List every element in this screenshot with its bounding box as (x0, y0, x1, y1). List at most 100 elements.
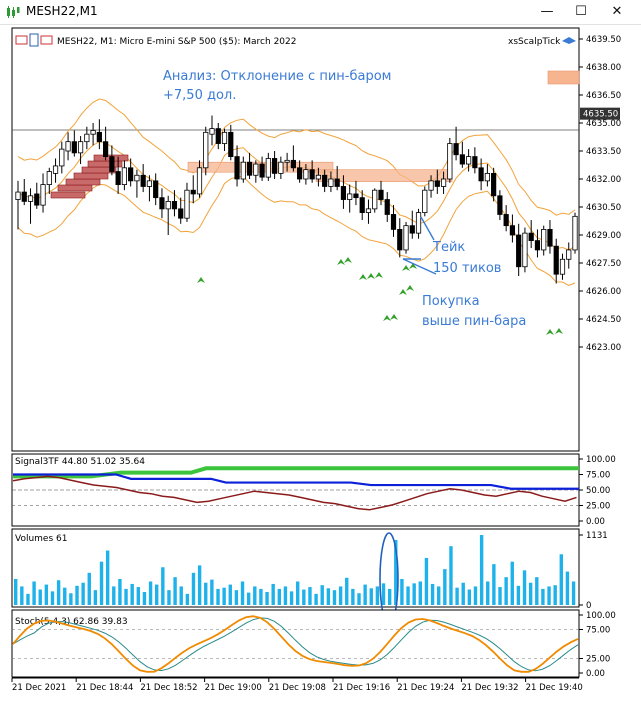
candle[interactable] (246, 152, 253, 179)
volume-bar[interactable] (510, 561, 514, 605)
candle[interactable] (303, 164, 309, 185)
volume-bar[interactable] (553, 585, 557, 605)
volume-bar[interactable] (449, 546, 453, 605)
volume-bar[interactable] (308, 587, 312, 605)
volume-bar[interactable] (69, 593, 73, 605)
main-price-panel[interactable]: Анализ: Отклонение с пин-баром +7,50 дол… (11, 27, 580, 452)
candle[interactable] (278, 156, 284, 179)
candle[interactable] (572, 212, 578, 254)
candle[interactable] (566, 242, 572, 269)
candle[interactable] (328, 171, 334, 193)
candle[interactable] (215, 123, 221, 150)
candle[interactable] (109, 145, 115, 176)
volume-bar[interactable] (326, 588, 331, 605)
candle[interactable] (228, 124, 234, 161)
volume-bar[interactable] (148, 581, 153, 605)
volume-bar[interactable] (504, 577, 508, 605)
volume-bar[interactable] (259, 588, 263, 605)
candle[interactable] (422, 186, 428, 217)
signal-panel[interactable]: Signal3TF 44.80 51.02 35.64 (11, 453, 580, 527)
candle[interactable] (77, 136, 84, 165)
volume-bar[interactable] (112, 586, 116, 605)
candle[interactable] (340, 175, 347, 209)
candle[interactable] (484, 164, 490, 187)
candle[interactable] (459, 141, 465, 168)
volume-bar[interactable] (424, 557, 429, 605)
candle[interactable] (297, 160, 303, 183)
candle[interactable] (96, 119, 102, 150)
candle[interactable] (52, 158, 59, 183)
volume-bar[interactable] (155, 584, 159, 605)
candle[interactable] (153, 173, 159, 206)
minimize-button[interactable]: — (540, 4, 554, 19)
candle[interactable] (84, 126, 90, 150)
candle[interactable] (434, 169, 440, 194)
volume-bar[interactable] (351, 588, 355, 605)
volume-bar[interactable] (565, 571, 570, 605)
volume-bar[interactable] (20, 586, 24, 605)
volume-bar[interactable] (105, 550, 110, 605)
volume-bar[interactable] (234, 590, 239, 605)
candle[interactable] (90, 123, 96, 146)
candle[interactable] (134, 169, 140, 198)
volume-bar[interactable] (498, 587, 502, 605)
volume-bar[interactable] (26, 593, 30, 605)
volume-bar[interactable] (130, 583, 134, 605)
volume-bar[interactable] (571, 581, 576, 605)
candle[interactable] (159, 188, 165, 219)
candle[interactable] (121, 160, 127, 191)
candle[interactable] (522, 227, 528, 273)
candle[interactable] (359, 190, 365, 221)
volume-bar[interactable] (246, 592, 251, 605)
volume-bar[interactable] (363, 584, 367, 605)
volume-bar[interactable] (253, 586, 257, 605)
volume-bar[interactable] (75, 585, 79, 605)
volume-bar[interactable] (56, 580, 61, 605)
volume-bar[interactable] (32, 581, 36, 605)
candle[interactable] (309, 160, 315, 183)
volume-bar[interactable] (332, 590, 337, 605)
volume-bar[interactable] (486, 581, 490, 605)
indicator-list-icon[interactable] (29, 33, 39, 47)
candle[interactable] (503, 205, 509, 232)
candle[interactable] (559, 253, 566, 280)
volume-bar[interactable] (216, 588, 220, 605)
close-button[interactable]: ✕ (611, 4, 623, 19)
candle[interactable] (190, 175, 196, 204)
volume-bar[interactable] (412, 583, 416, 605)
volume-bar[interactable] (314, 593, 318, 605)
volume-bar[interactable] (118, 579, 122, 605)
volume-bar[interactable] (277, 588, 282, 605)
volume-bar[interactable] (240, 581, 245, 605)
stochastic-panel[interactable]: Stoch(5,4,3) 62.86 39.83 (11, 609, 580, 678)
candle[interactable] (265, 152, 271, 181)
candle[interactable] (534, 229, 541, 258)
candle[interactable] (378, 180, 384, 206)
candle[interactable] (347, 184, 353, 213)
candle[interactable] (203, 126, 209, 176)
candle[interactable] (71, 130, 77, 157)
volume-bar[interactable] (547, 586, 551, 605)
volume-bar[interactable] (387, 588, 392, 605)
volume-bar[interactable] (375, 586, 380, 605)
trading-chart[interactable]: Анализ: Отклонение с пин-баром +7,50 дол… (11, 27, 630, 697)
candle[interactable] (221, 128, 228, 151)
candle[interactable] (184, 182, 190, 222)
candle[interactable] (453, 126, 459, 161)
candle[interactable] (253, 160, 259, 183)
volume-bar[interactable] (394, 540, 398, 605)
candle[interactable] (46, 167, 52, 194)
volume-bar[interactable] (210, 579, 214, 605)
volume-bar[interactable] (99, 561, 104, 605)
volume-bar[interactable] (204, 582, 208, 605)
candle[interactable] (315, 167, 322, 187)
volume-bar[interactable] (437, 586, 441, 605)
volume-bar[interactable] (14, 579, 18, 605)
volume-bar[interactable] (136, 587, 141, 605)
candle[interactable] (440, 171, 447, 194)
volume-bar[interactable] (541, 588, 545, 605)
volume-bar[interactable] (142, 592, 147, 605)
candle[interactable] (509, 214, 516, 243)
volume-bar[interactable] (191, 572, 196, 605)
candle[interactable] (516, 223, 522, 277)
